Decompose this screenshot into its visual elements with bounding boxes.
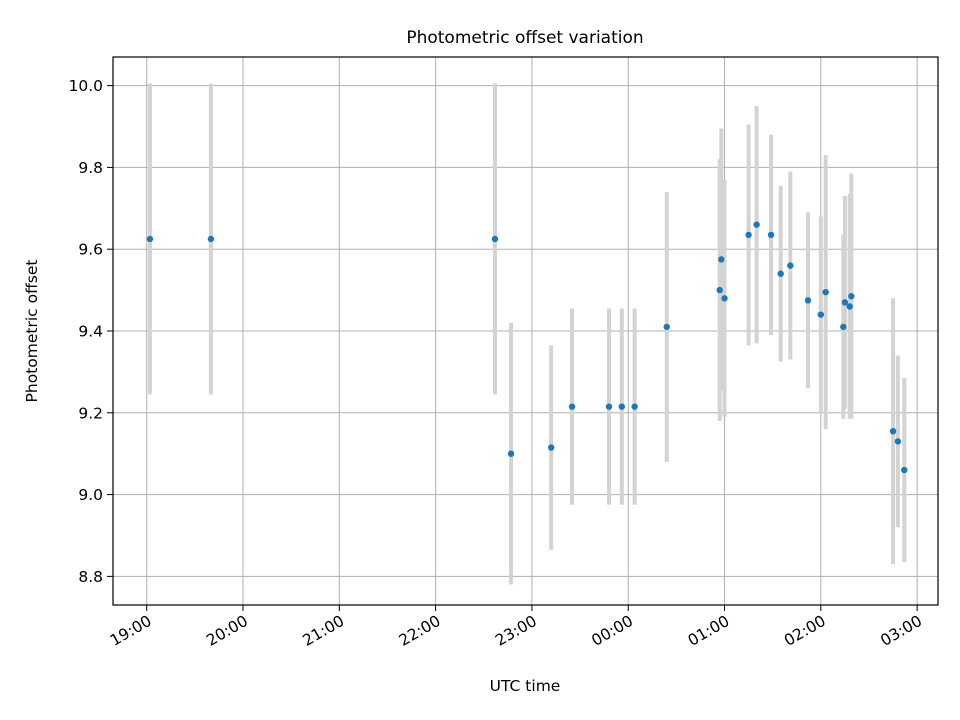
data-point — [618, 403, 626, 410]
data-point — [846, 303, 853, 310]
data-point — [848, 293, 855, 300]
data-point — [507, 450, 515, 457]
data-point — [804, 297, 812, 304]
y-axis-label: Photometric offset — [23, 260, 41, 403]
x-axis-label: UTC time — [490, 677, 561, 695]
y-tick-label: 8.8 — [78, 568, 103, 586]
data-point — [207, 235, 215, 243]
y-tick-label: 10.0 — [68, 77, 103, 95]
data-point — [605, 403, 613, 410]
data-points — [146, 221, 908, 474]
grid — [113, 57, 938, 605]
data-point — [787, 262, 794, 269]
data-point — [745, 231, 752, 239]
data-point — [817, 311, 825, 318]
data-point — [753, 221, 760, 228]
data-point — [841, 299, 849, 306]
data-point — [901, 466, 908, 474]
data-point — [716, 286, 723, 294]
data-point — [547, 444, 555, 451]
y-tick-label: 9.0 — [78, 486, 103, 504]
data-point — [840, 323, 847, 331]
chart-title: Photometric offset variation — [406, 28, 643, 48]
y-tick-label: 9.2 — [78, 404, 103, 422]
data-point — [822, 288, 829, 296]
data-point — [718, 256, 725, 263]
data-point — [568, 403, 576, 410]
data-point — [631, 403, 638, 410]
data-point — [721, 295, 728, 302]
y-tick-label: 9.4 — [78, 323, 103, 341]
data-point — [767, 231, 775, 239]
data-point — [777, 270, 784, 277]
data-point — [663, 323, 670, 331]
data-point — [889, 427, 897, 435]
y-tick-label: 9.6 — [78, 241, 103, 259]
data-point — [491, 235, 499, 243]
data-point — [146, 235, 154, 243]
y-tick-label: 9.8 — [78, 159, 103, 177]
y-axis: 8.8 9.0 9.2 9.4 9.6 9.8 10.0 — [68, 77, 113, 586]
data-point — [894, 438, 902, 445]
